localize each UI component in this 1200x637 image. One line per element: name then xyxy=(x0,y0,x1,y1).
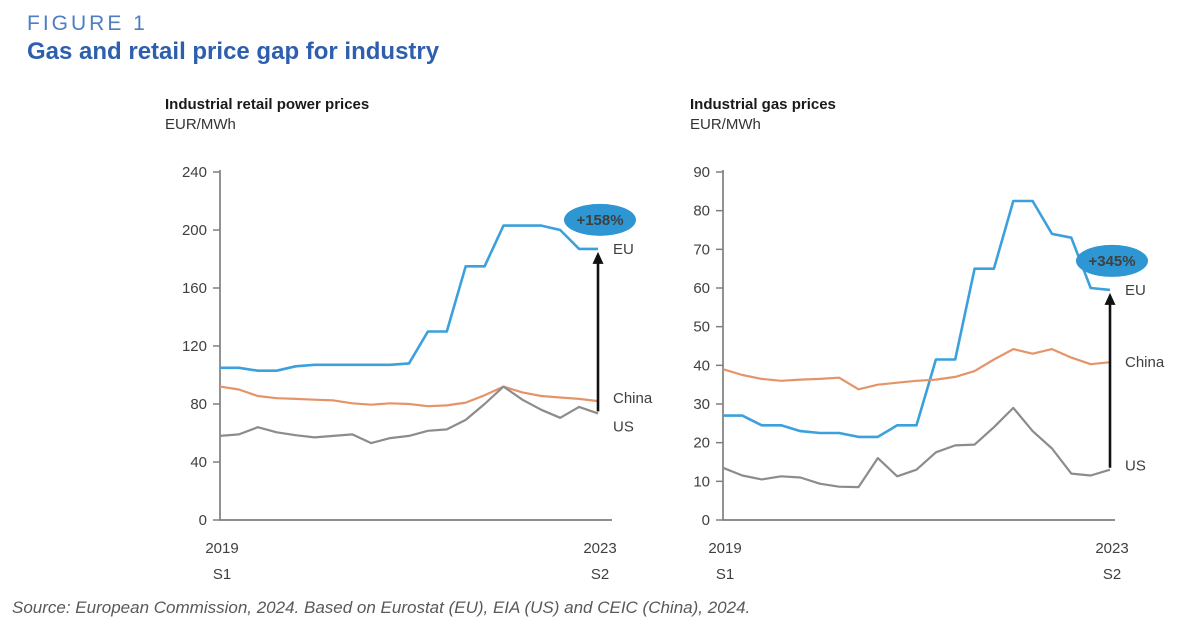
x-tick-half: S1 xyxy=(213,566,231,583)
y-tick-label: 50 xyxy=(693,319,710,336)
gas-price-chart: 0 10 20 30 40 50 60 70 80 90 2019 S1 2023 S2 +345% EU Ch… xyxy=(693,164,1165,583)
x-tick-half: S1 xyxy=(716,566,734,583)
series-label-china: China xyxy=(613,390,653,407)
x-tick-year: 2019 xyxy=(205,540,238,557)
power-price-chart: 0 40 80 120 160 200 240 2019 S1 2023 S2 +158% EU Chin… xyxy=(182,164,653,583)
y-tick-label: 10 xyxy=(693,473,710,490)
y-tick-label: 80 xyxy=(190,396,207,413)
series-line-eu xyxy=(723,199,1111,439)
y-tick-label: 200 xyxy=(182,222,207,239)
y-tick-label: 90 xyxy=(693,164,710,181)
y-tick-label: 30 xyxy=(693,396,710,413)
gap-arrow-head xyxy=(1104,292,1116,305)
x-tick-year: 2023 xyxy=(1095,540,1128,557)
series-label-us: US xyxy=(1125,458,1146,475)
figure-label: FIGURE 1 xyxy=(27,12,148,35)
source-note: Source: European Commission, 2024. Based… xyxy=(12,598,751,617)
gas-chart-unit: EUR/MWh xyxy=(690,116,761,133)
gas-chart-header: Industrial gas prices EUR/MWh xyxy=(690,96,836,133)
figure-title: Gas and retail price gap for industry xyxy=(27,38,440,65)
gap-arrow-head xyxy=(592,251,604,264)
power-chart-header: Industrial retail power prices EUR/MWh xyxy=(165,96,369,133)
annotation-badge xyxy=(564,203,636,236)
y-tick-label: 40 xyxy=(190,454,207,471)
series-line-china xyxy=(722,348,1111,391)
power-chart-title: Industrial retail power prices xyxy=(165,96,370,113)
series-label-china: China xyxy=(1125,354,1165,371)
series-line-china xyxy=(219,385,599,408)
series-label-eu: EU xyxy=(1125,282,1146,299)
y-tick-label: 160 xyxy=(182,280,207,297)
series-line-eu xyxy=(220,224,598,372)
x-tick-year: 2023 xyxy=(583,540,616,557)
series-label-us: US xyxy=(613,418,634,435)
gas-chart-title: Industrial gas prices xyxy=(690,96,836,113)
x-tick-year: 2019 xyxy=(708,540,741,557)
y-tick-label: 240 xyxy=(182,164,207,181)
x-tick-half: S2 xyxy=(1103,566,1121,583)
annotation-text: +158% xyxy=(576,212,623,229)
series-line-us xyxy=(219,385,599,445)
y-tick-label: 0 xyxy=(199,512,207,529)
y-tick-label: 0 xyxy=(702,512,710,529)
series-line-us xyxy=(722,406,1111,489)
y-tick-label: 80 xyxy=(693,203,710,220)
y-tick-label: 60 xyxy=(693,280,710,297)
y-tick-label: 120 xyxy=(182,338,207,355)
series-label-eu: EU xyxy=(613,241,634,258)
axes xyxy=(219,170,612,521)
x-tick-half: S2 xyxy=(591,566,609,583)
annotation-text: +345% xyxy=(1088,253,1135,270)
y-tick-label: 40 xyxy=(693,357,710,374)
power-chart-unit: EUR/MWh xyxy=(165,116,236,133)
y-tick-label: 70 xyxy=(693,241,710,258)
y-tick-label: 20 xyxy=(693,435,710,452)
annotation-badge xyxy=(1076,244,1148,277)
